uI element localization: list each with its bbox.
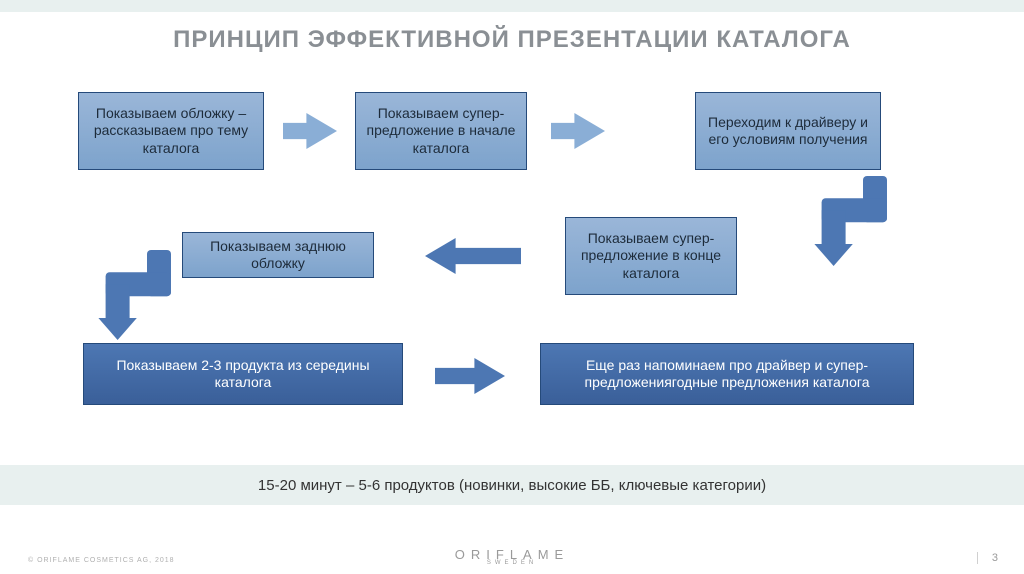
flow-box-1: Показываем обложку – рассказываем про те…	[78, 92, 264, 170]
footer-band-text: 15-20 минут – 5-6 продуктов (новинки, вы…	[258, 477, 766, 494]
flow-box-4-text: Показываем супер-предложение в конце кат…	[576, 230, 726, 283]
flow-box-7: Еще раз напоминаем про драйвер и супер-п…	[540, 343, 914, 405]
flow-box-2: Показываем супер-предложение в начале ка…	[355, 92, 527, 170]
flow-box-6-text: Показываем 2-3 продукта из середины ката…	[94, 357, 392, 392]
flow-box-2-text: Показываем супер-предложение в начале ка…	[366, 105, 516, 158]
flow-box-7-text: Еще раз напоминаем про драйвер и супер-п…	[551, 357, 903, 392]
flow-box-5-text: Показываем заднюю обложку	[193, 238, 363, 273]
arrow-5-6	[84, 250, 174, 340]
arrow-3-4	[800, 176, 890, 266]
footer-band: 15-20 минут – 5-6 продуктов (новинки, вы…	[0, 465, 1024, 505]
flow-box-3-text: Переходим к драйверу и его условиям полу…	[706, 114, 870, 149]
page-title: ПРИНЦИП ЭФФЕКТИВНОЙ ПРЕЗЕНТАЦИИ КАТАЛОГА	[0, 26, 1024, 54]
flow-box-6: Показываем 2-3 продукта из середины ката…	[83, 343, 403, 405]
flow-box-1-text: Показываем обложку – рассказываем про те…	[89, 105, 253, 158]
brand-logo: ORIFLAME SWEDEN	[0, 547, 1024, 566]
flow-box-4: Показываем супер-предложение в конце кат…	[565, 217, 737, 295]
arrow-4-5	[425, 238, 521, 274]
arrow-1-2	[283, 113, 337, 149]
flow-box-5: Показываем заднюю обложку	[182, 232, 374, 278]
arrow-6-7	[435, 358, 505, 394]
top-bar	[0, 0, 1024, 12]
page-number: 3	[977, 552, 998, 564]
brand-sub: SWEDEN	[0, 560, 1024, 566]
flow-box-3: Переходим к драйверу и его условиям полу…	[695, 92, 881, 170]
arrow-2-3	[551, 113, 605, 149]
